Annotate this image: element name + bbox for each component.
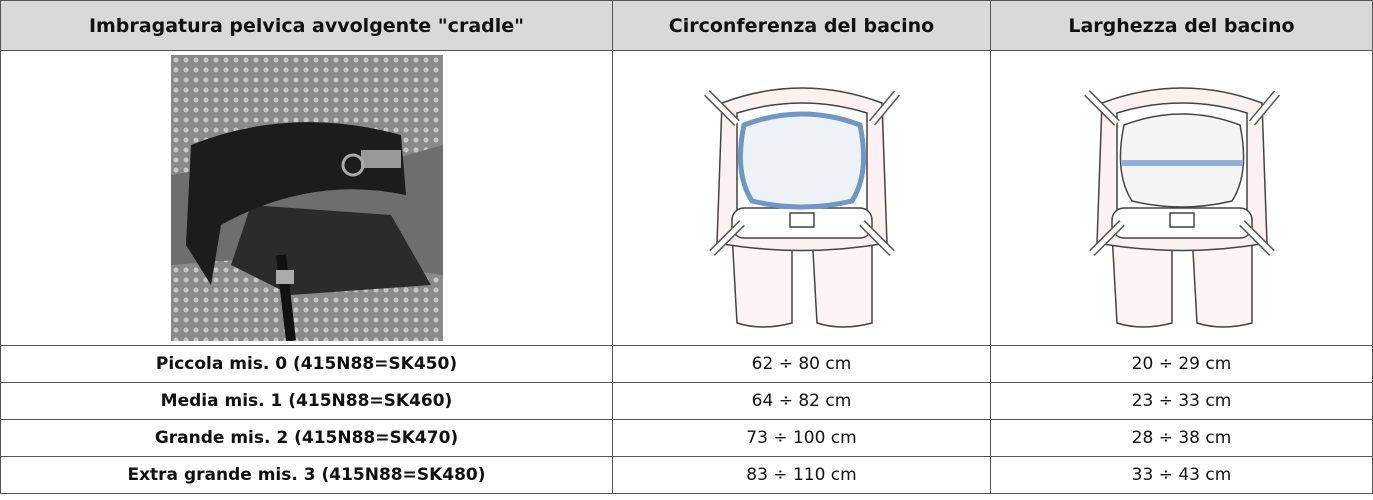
measure-range: 83 ÷ 110 cm bbox=[612, 456, 991, 494]
size-name: Grande mis. 2 (415N88=SK470) bbox=[0, 419, 613, 457]
size-name: Extra grande mis. 3 (415N88=SK480) bbox=[0, 456, 613, 494]
header-cell: Circonferenza del bacino bbox=[612, 0, 991, 51]
table-body: Piccola mis. 0 (415N88=SK450) 62 ÷ 80 cm 2… bbox=[0, 345, 1373, 494]
diagram-cell bbox=[612, 50, 991, 346]
photo-cell bbox=[0, 50, 613, 346]
image-row bbox=[0, 50, 1373, 346]
width-diagram bbox=[1083, 87, 1280, 328]
circumference-diagram bbox=[703, 87, 900, 328]
measure-range: 23 ÷ 33 cm bbox=[990, 382, 1373, 420]
measure-range: 33 ÷ 43 cm bbox=[990, 456, 1373, 494]
header-cell: Imbragatura pelvica avvolgente "cradle" bbox=[0, 0, 613, 51]
measure-range: 64 ÷ 82 cm bbox=[612, 382, 991, 420]
diagram-cell bbox=[990, 50, 1373, 346]
size-row: Piccola mis. 0 (415N88=SK450) 62 ÷ 80 cm 2… bbox=[0, 345, 1373, 383]
size-row: Extra grande mis. 3 (415N88=SK480) 83 ÷ 1… bbox=[0, 456, 1373, 494]
header-cell: Larghezza del bacino bbox=[990, 0, 1373, 51]
measure-range: 28 ÷ 38 cm bbox=[990, 419, 1373, 457]
size-row: Media mis. 1 (415N88=SK460) 64 ÷ 82 cm 23 … bbox=[0, 382, 1373, 420]
measure-range: 73 ÷ 100 cm bbox=[612, 419, 991, 457]
size-name: Media mis. 1 (415N88=SK460) bbox=[0, 382, 613, 420]
size-name: Piccola mis. 0 (415N88=SK450) bbox=[0, 345, 613, 383]
header-row: Imbragatura pelvica avvolgente "cradle" … bbox=[0, 0, 1373, 51]
product-photo bbox=[170, 55, 443, 341]
measure-range: 20 ÷ 29 cm bbox=[990, 345, 1373, 383]
measure-range: 62 ÷ 80 cm bbox=[612, 345, 991, 383]
size-row: Grande mis. 2 (415N88=SK470) 73 ÷ 100 cm 2… bbox=[0, 419, 1373, 457]
